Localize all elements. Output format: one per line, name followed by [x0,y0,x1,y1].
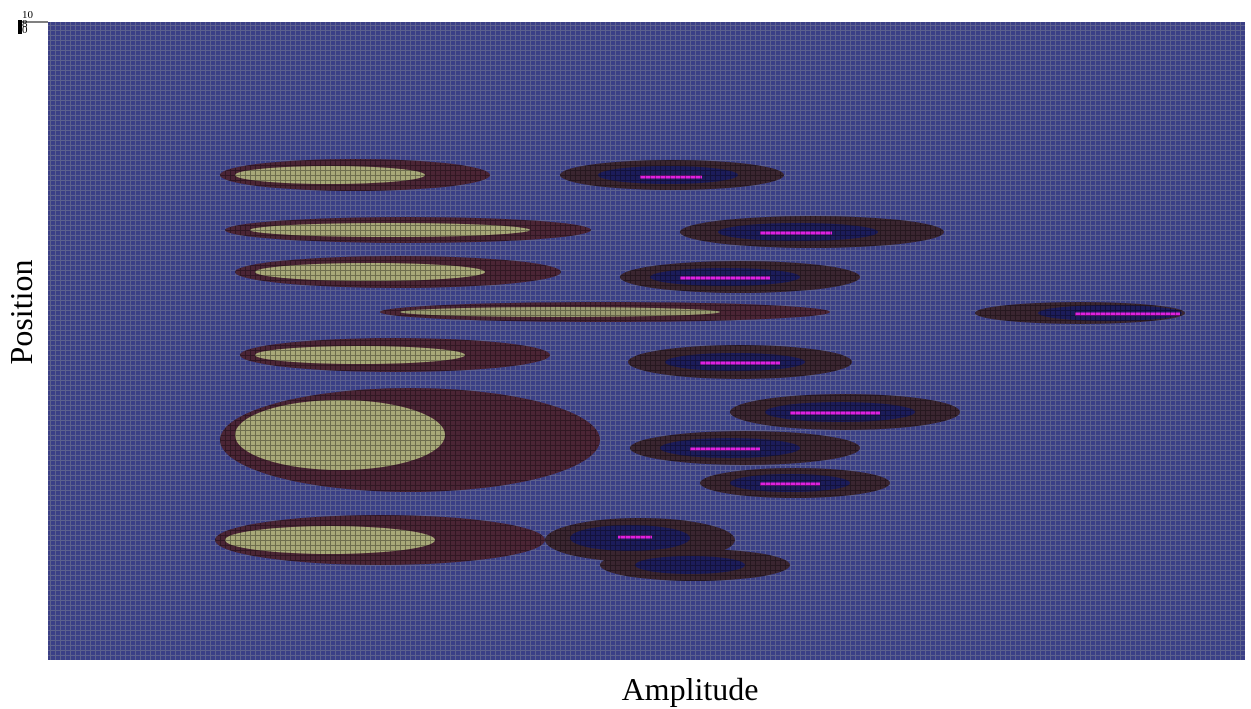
chart: 10 8 0 Amplitude Position [0,0,1251,709]
x-axis-label: Amplitude [622,671,759,707]
grid-overlay [48,22,1245,660]
corner-label: 0 [22,24,28,36]
page: 10 8 0 Amplitude Position (() => { const… [0,0,1251,709]
y-axis-label: Position [3,260,39,365]
